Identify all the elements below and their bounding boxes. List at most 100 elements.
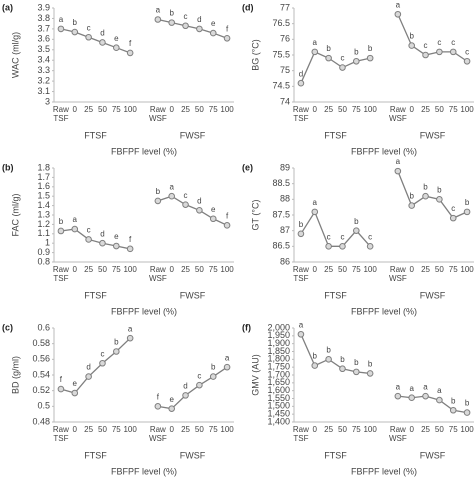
point bbox=[353, 368, 360, 376]
y-tick-label: 77 bbox=[280, 2, 290, 12]
significance-letter: a bbox=[169, 182, 174, 191]
y-axis-title: BD (g/ml) bbox=[10, 356, 20, 394]
x-tick-label: 50 bbox=[338, 265, 347, 274]
x-tick-label: Raw TSF bbox=[52, 265, 69, 283]
significance-letter: b bbox=[368, 44, 373, 53]
point bbox=[154, 16, 162, 23]
point bbox=[126, 245, 134, 253]
y-tick-label: 76.5 bbox=[272, 18, 290, 28]
point bbox=[311, 208, 319, 216]
significance-letter: c bbox=[197, 371, 201, 380]
point bbox=[71, 389, 79, 397]
significance-letter: a bbox=[437, 386, 442, 395]
significance-letter: a bbox=[59, 15, 64, 24]
point bbox=[325, 243, 332, 250]
y-axis-title: WAC (ml/g) bbox=[10, 32, 20, 78]
y-tick-label: 0.52 bbox=[32, 385, 50, 395]
point bbox=[297, 79, 305, 87]
group-label: FWSF bbox=[420, 450, 446, 460]
x-tick-label: 0 bbox=[409, 265, 414, 274]
point bbox=[113, 348, 120, 355]
group-label: FWSF bbox=[180, 290, 206, 300]
significance-letter: b bbox=[368, 360, 373, 369]
significance-letter: f bbox=[129, 39, 132, 48]
x-tick-label: 25 bbox=[324, 105, 334, 114]
point bbox=[449, 48, 457, 56]
point bbox=[223, 34, 231, 42]
significance-letter: c bbox=[424, 41, 428, 50]
x-tick-label: 75 bbox=[351, 105, 361, 114]
y-tick-label: 1,400 bbox=[267, 416, 290, 426]
point bbox=[85, 236, 92, 243]
significance-letter: f bbox=[226, 211, 229, 220]
y-tick-label: 74 bbox=[280, 96, 290, 106]
point bbox=[168, 192, 175, 200]
y-tick-label: 86.5 bbox=[272, 241, 290, 251]
significance-letter: b bbox=[73, 18, 78, 27]
significance-letter: d bbox=[197, 15, 201, 24]
y-tick-label: 1,700 bbox=[267, 369, 290, 379]
point bbox=[449, 406, 457, 414]
significance-letter: e bbox=[114, 34, 119, 43]
x-tick-label: Raw TSF bbox=[292, 425, 309, 443]
x-axis-title: FBFPF level (%) bbox=[351, 466, 417, 476]
significance-letter: b bbox=[437, 185, 442, 194]
group-label: FWSF bbox=[420, 130, 446, 140]
y-tick-label: 75.5 bbox=[272, 49, 290, 59]
x-tick-label: 75 bbox=[351, 265, 361, 274]
y-tick-label: 1,950 bbox=[267, 330, 290, 340]
y-tick-label: 1.6 bbox=[37, 181, 50, 191]
significance-letter: a bbox=[396, 157, 401, 166]
significance-letter: d bbox=[100, 229, 104, 238]
y-tick-label: 3.7 bbox=[37, 23, 50, 33]
significance-letter: a bbox=[73, 215, 78, 224]
point bbox=[99, 359, 106, 367]
point bbox=[297, 230, 305, 238]
y-tick-label: 3.2 bbox=[37, 75, 50, 85]
point bbox=[182, 392, 189, 399]
x-tick-label: 0 bbox=[409, 105, 414, 114]
x-tick-label: Raw TSF bbox=[52, 425, 69, 443]
y-tick-label: 3 bbox=[45, 96, 50, 106]
x-tick-label: 50 bbox=[194, 105, 204, 114]
x-tick-label: Raw TSF bbox=[292, 105, 309, 123]
point bbox=[85, 373, 92, 380]
panel-label: (e) bbox=[242, 162, 253, 172]
point bbox=[394, 167, 402, 175]
point bbox=[463, 208, 471, 216]
x-tick-label: 0 bbox=[72, 425, 77, 434]
x-axis-title: FBFPF level (%) bbox=[111, 306, 177, 316]
point bbox=[366, 243, 374, 250]
panel-label: (b) bbox=[2, 162, 14, 172]
x-tick-label: 25 bbox=[84, 105, 94, 114]
significance-letter: b bbox=[409, 192, 414, 201]
y-tick-label: 1.8 bbox=[37, 162, 50, 172]
significance-letter: b bbox=[354, 47, 359, 56]
significance-letter: b bbox=[156, 187, 161, 196]
significance-letter: c bbox=[184, 191, 188, 200]
y-tick-label: 3.1 bbox=[37, 86, 50, 96]
group-label: FWSF bbox=[180, 450, 206, 460]
y-tick-label: 1.7 bbox=[37, 172, 50, 182]
group-label: FTSF bbox=[324, 450, 347, 460]
significance-letter: a bbox=[128, 324, 133, 333]
point bbox=[85, 33, 92, 41]
significance-letter: f bbox=[60, 375, 63, 384]
x-tick-label: 0 bbox=[312, 265, 317, 274]
point bbox=[168, 405, 175, 412]
x-tick-label: 100 bbox=[220, 105, 234, 114]
point bbox=[394, 392, 402, 400]
significance-letter: c bbox=[100, 349, 104, 358]
y-tick-label: 75 bbox=[280, 65, 290, 75]
point bbox=[182, 22, 189, 30]
x-tick-label: 0 bbox=[409, 425, 414, 434]
point bbox=[297, 330, 305, 338]
group-label: FTSF bbox=[84, 450, 107, 460]
point bbox=[209, 215, 217, 223]
significance-letter: c bbox=[465, 47, 469, 56]
y-tick-label: 1.3 bbox=[37, 209, 50, 219]
significance-letter: c bbox=[437, 38, 441, 47]
significance-letter: c bbox=[451, 204, 455, 213]
x-tick-label: Raw WSF bbox=[148, 265, 167, 283]
x-tick-label: 25 bbox=[421, 425, 430, 434]
